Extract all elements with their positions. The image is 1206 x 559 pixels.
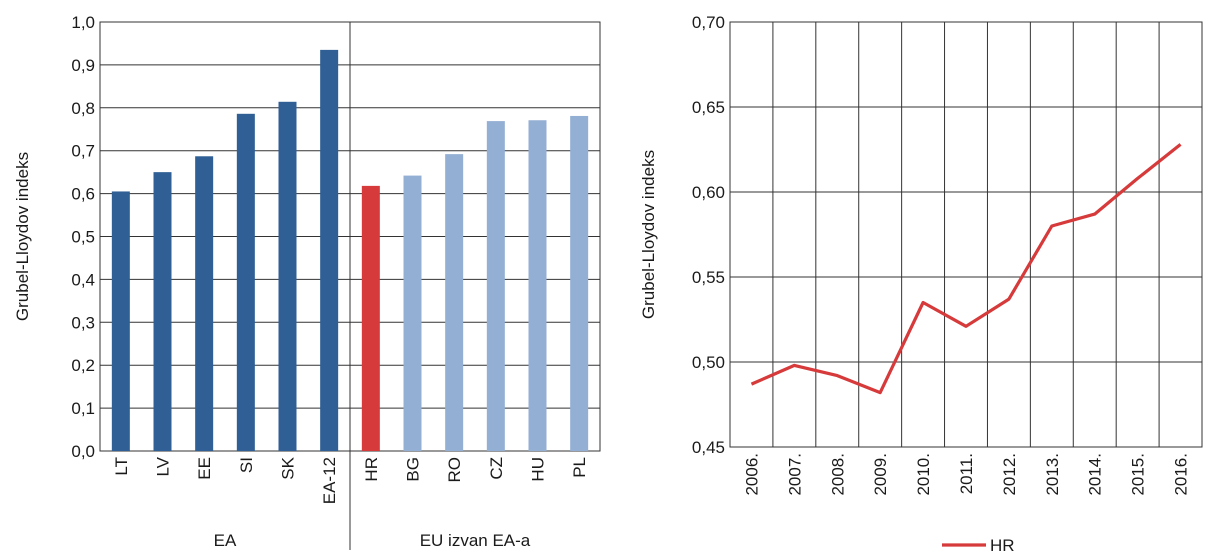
y-tick-label: 0,1 <box>71 399 95 418</box>
y-tick-label: 0,50 <box>692 353 725 372</box>
y-axis-title: Grubel-Lloydov indeks <box>13 152 32 321</box>
category-label: SI <box>237 457 256 473</box>
y-tick-label: 0,3 <box>71 313 95 332</box>
x-tick-label: 2008. <box>828 453 847 496</box>
legend-label-hr: HR <box>990 536 1015 554</box>
y-tick-label: 0,45 <box>692 438 725 457</box>
y-tick-label: 0,9 <box>71 56 95 75</box>
bar-hr <box>361 185 380 452</box>
x-tick-label: 2009. <box>871 453 890 496</box>
x-tick-label: 2010. <box>914 453 933 496</box>
x-tick-label: 2006. <box>742 453 761 496</box>
bar-pl <box>570 115 589 452</box>
y-tick-label: 0,60 <box>692 183 725 202</box>
bar-lt <box>111 191 130 451</box>
plot-frame <box>729 21 1203 448</box>
x-tick-label: 2012. <box>1000 453 1019 496</box>
category-label: EA-12 <box>320 457 339 504</box>
y-tick-label: 0,70 <box>692 13 725 32</box>
y-tick-label: 0,65 <box>692 98 725 117</box>
x-tick-label: 2013. <box>1043 453 1062 496</box>
bar-hu <box>528 120 547 451</box>
category-label: HU <box>529 457 548 482</box>
bar-bg <box>403 175 422 451</box>
category-label: SK <box>279 456 298 479</box>
bar-ea-12 <box>320 49 339 451</box>
bar-lv <box>153 172 172 451</box>
bar-chart: 0,0 0,1 0,2 0,3 0,4 0,5 0,6 0,7 0,8 0,9 1,0 LT LV EE S… <box>13 13 601 550</box>
category-label: HR <box>362 457 381 482</box>
group-label: EU izvan EA-a <box>420 531 531 550</box>
y-tick-label: 1,0 <box>71 13 95 32</box>
category-label: RO <box>445 457 464 483</box>
category-label: PL <box>570 457 589 478</box>
y-tick-label: 0,8 <box>71 99 95 118</box>
y-tick-label: 0,7 <box>71 142 95 161</box>
group-label: EA <box>214 531 237 550</box>
y-tick-label: 0,2 <box>71 356 95 375</box>
bar-ee <box>195 156 214 452</box>
category-label: BG <box>404 457 423 482</box>
y-tick-label: 0,4 <box>71 270 95 289</box>
category-label: LT <box>112 457 131 476</box>
y-tick-label: 0,6 <box>71 185 95 204</box>
x-tick-label: 2007. <box>785 453 804 496</box>
x-tick-label: 2016. <box>1172 453 1191 496</box>
bar-sk <box>278 101 297 451</box>
bar-si <box>236 113 255 451</box>
x-tick-label: 2014. <box>1086 453 1105 496</box>
bar-ro <box>445 154 464 451</box>
x-tick-label: 2011. <box>957 453 976 494</box>
line-chart: 0,45 0,50 0,55 0,60 0,65 0,70 2006. 2007. 2008. 2… <box>639 13 1203 555</box>
x-tick-label: 2015. <box>1129 453 1148 496</box>
category-label: LV <box>154 456 173 476</box>
y-tick-label: 0,5 <box>71 228 95 247</box>
y-tick-label: 0,0 <box>71 442 95 461</box>
series-line-hr <box>750 143 1182 395</box>
bar-cz <box>486 121 505 451</box>
y-tick-label: 0,55 <box>692 268 725 287</box>
category-label: CZ <box>487 457 506 480</box>
category-label: EE <box>195 457 214 480</box>
y-axis-title: Grubel-Lloydov indeks <box>639 150 658 319</box>
